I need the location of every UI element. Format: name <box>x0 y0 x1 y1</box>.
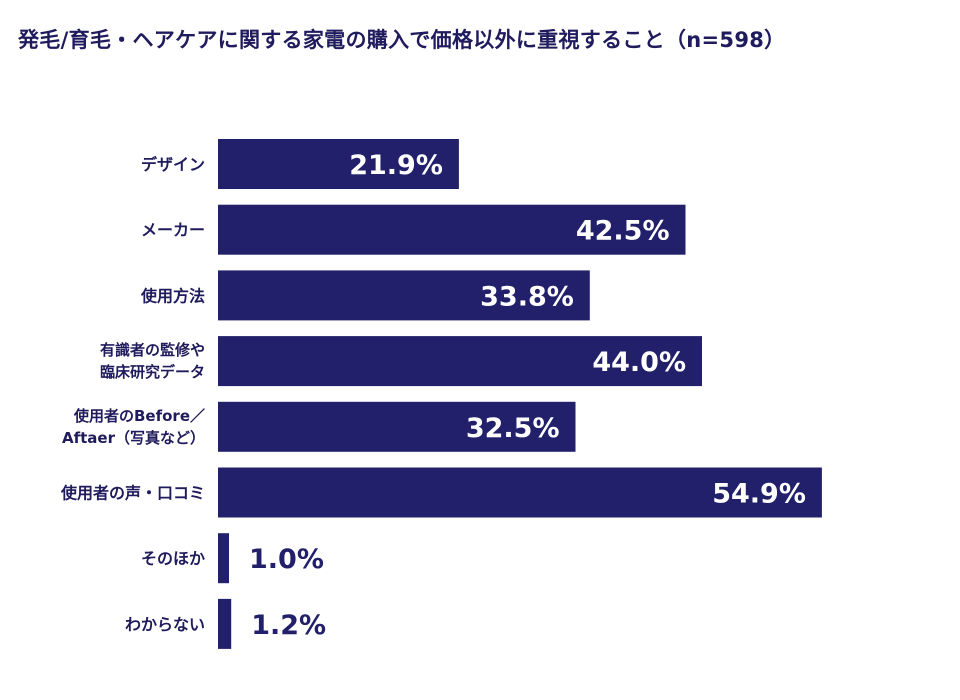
bar-2 <box>218 270 590 321</box>
value-label-3: 44.0% <box>592 347 686 378</box>
bar-6 <box>218 533 229 584</box>
category-label-0: デザイン <box>141 155 205 174</box>
value-label-2: 33.8% <box>480 281 574 312</box>
value-label-6: 1.0% <box>249 544 324 575</box>
category-label-4-line-0: 使用者のBefore／ <box>73 407 205 425</box>
category-label-4: 使用者のBefore／ Aftaer（写真など） <box>62 407 205 447</box>
category-label-3-line-1: 臨床研究データ <box>100 363 205 381</box>
bar-3 <box>218 336 702 387</box>
bar-5 <box>218 467 822 518</box>
category-label-2: 使用方法 <box>140 286 205 305</box>
value-label-4: 32.5% <box>466 413 560 444</box>
value-label-5: 54.9% <box>712 479 806 510</box>
category-label-7: わからない <box>125 615 205 634</box>
bar-0 <box>218 139 459 189</box>
category-label-3-line-0: 有識者の監修や <box>100 341 205 359</box>
category-label-5: 使用者の声・口コミ <box>60 484 205 503</box>
value-label-7: 1.2% <box>251 610 326 641</box>
category-label-1: メーカー <box>141 221 205 240</box>
bar-4 <box>218 401 576 452</box>
bar-1 <box>218 204 686 255</box>
category-label-3: 有識者の監修や臨床研究データ <box>100 341 205 381</box>
chart-title: 発毛/育毛・ヘアケアに関する家電の購入で価格以外に重視すること（n=598） <box>18 28 786 52</box>
category-label-4-line-1: Aftaer（写真など） <box>62 429 205 447</box>
bar-7 <box>218 598 232 649</box>
value-label-0: 21.9% <box>349 150 443 181</box>
value-label-1: 42.5% <box>576 216 670 247</box>
category-label-6: そのほか <box>141 549 205 568</box>
